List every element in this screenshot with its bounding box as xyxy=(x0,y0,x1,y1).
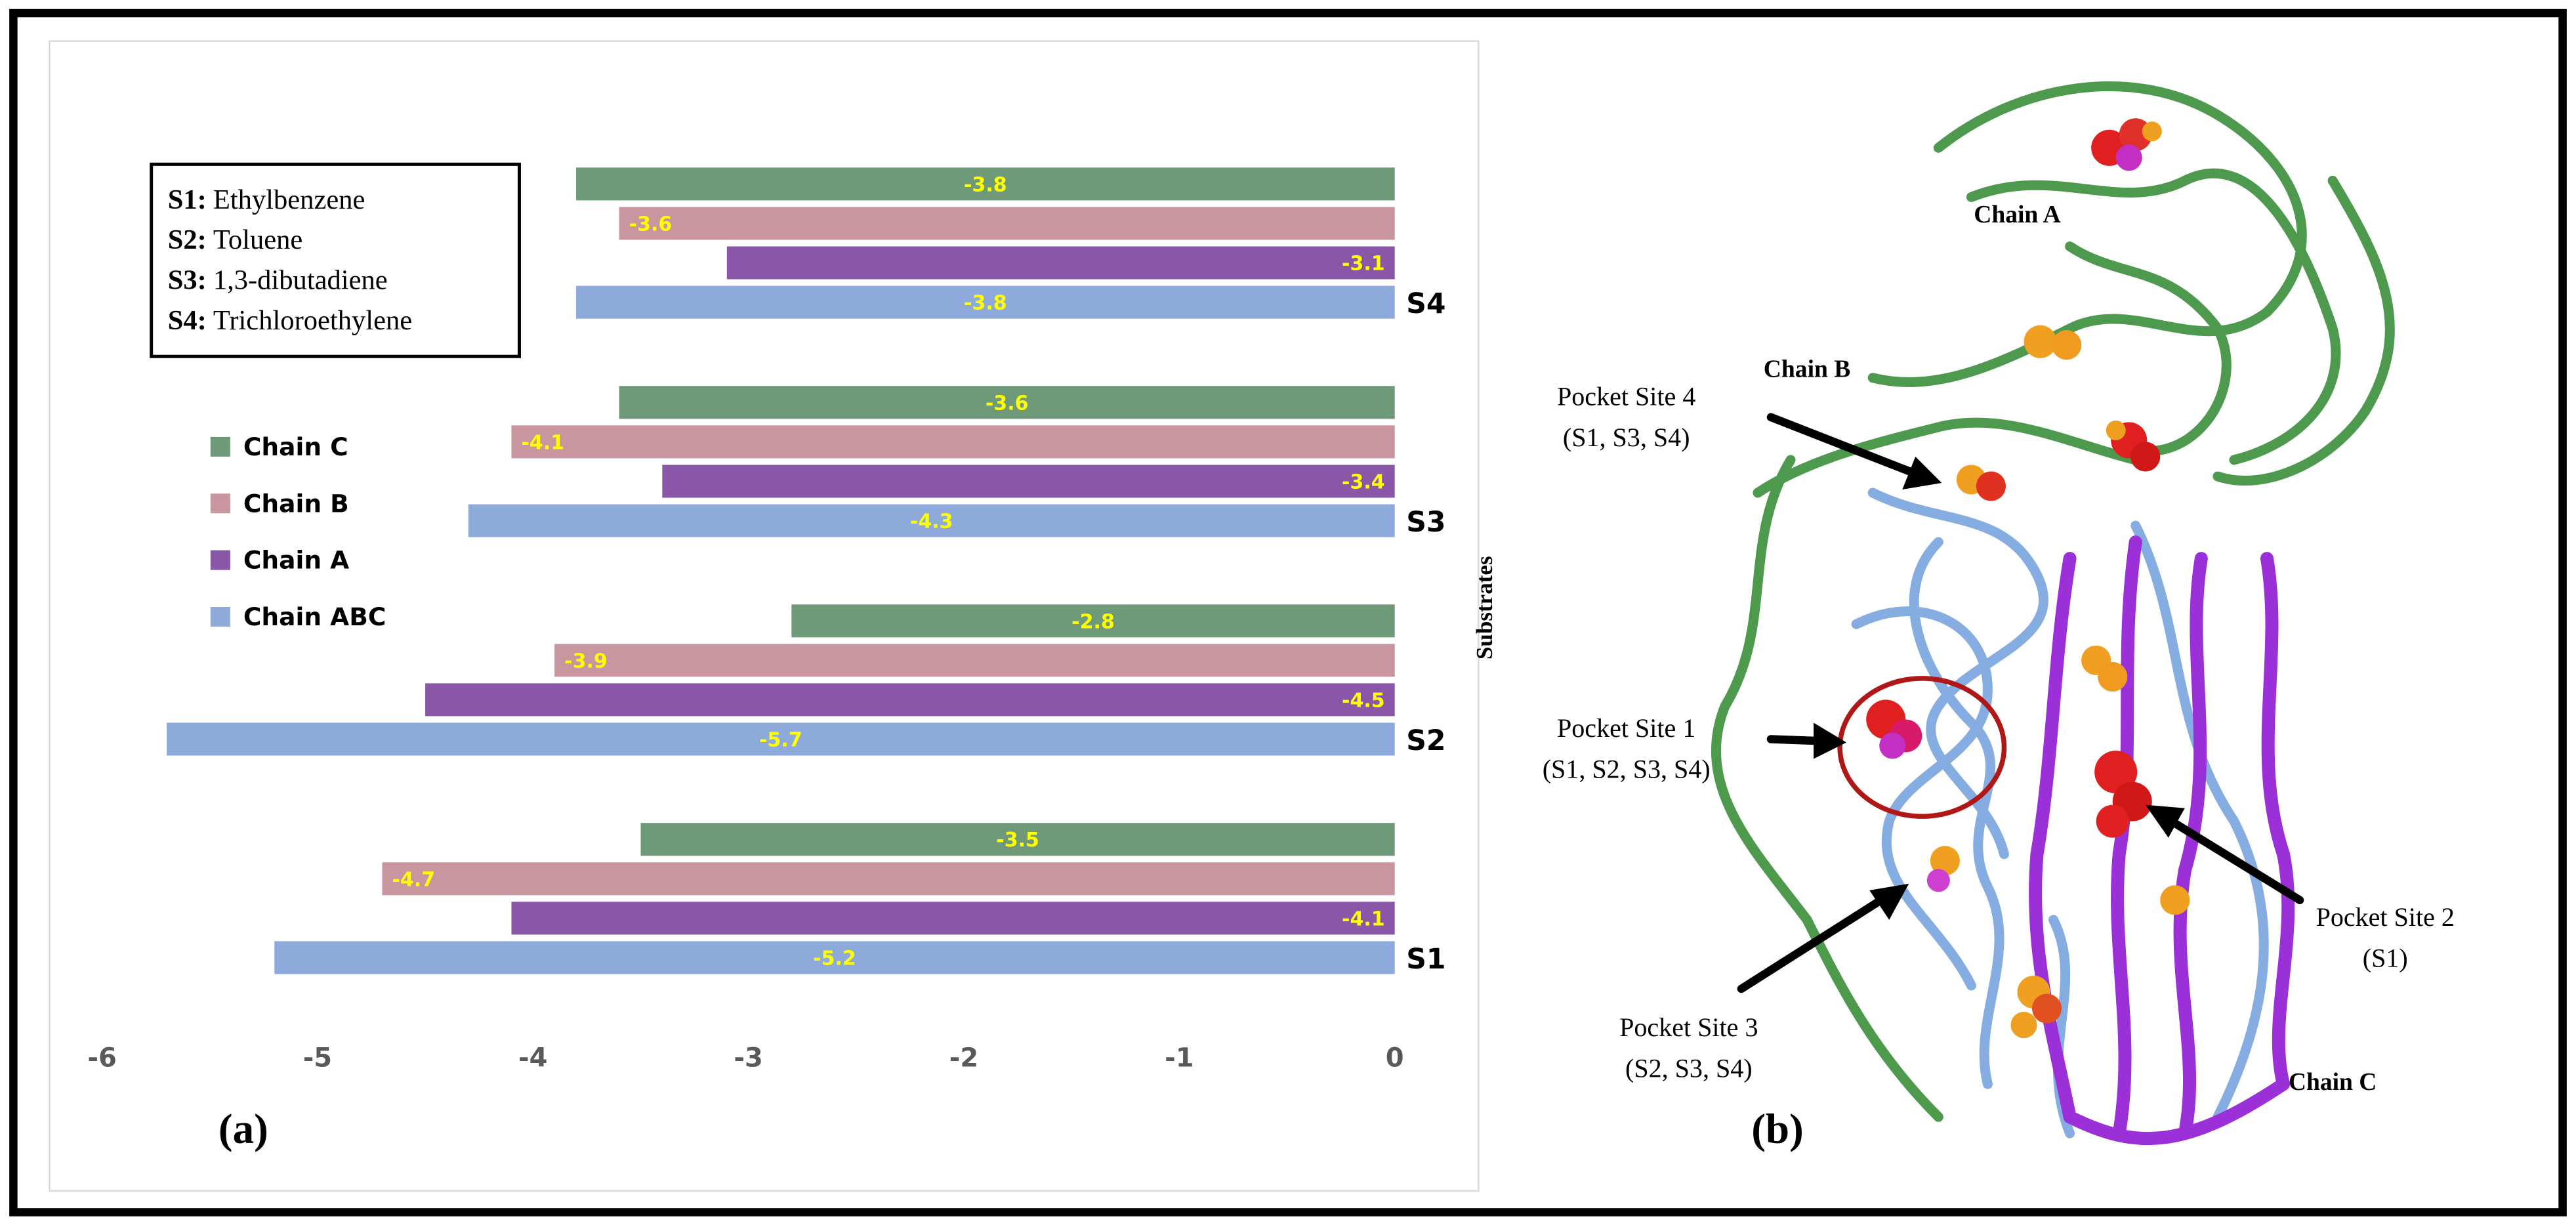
bar-chart: -6 -5 -4 -3 -2 -1 0 -5.2 -4.1 -4.7 -3.5 S1 -5.7 -4.5 -… xyxy=(87,167,1445,1073)
legend-swatch xyxy=(210,493,230,514)
value-label: -3.9 xyxy=(564,650,608,673)
bar xyxy=(662,465,1395,498)
bar xyxy=(425,683,1395,717)
protein-illustration xyxy=(1711,81,2395,1146)
bar xyxy=(791,604,1395,638)
value-label: -4.1 xyxy=(521,431,564,454)
pocket-name: Pocket Site 4 xyxy=(1557,382,1695,411)
legend: Chain ABC Chain A Chain B Chain C xyxy=(210,432,386,631)
pocket-substrates: (S1, S3, S4) xyxy=(1563,423,1690,452)
substrate-key-box xyxy=(150,162,521,358)
key-code: S4: xyxy=(168,305,207,336)
x-tick-label: -6 xyxy=(87,1043,117,1073)
value-label: -4.7 xyxy=(392,868,435,891)
bar xyxy=(554,644,1395,677)
category-label: S3 xyxy=(1406,507,1445,539)
chain-label: Chain A xyxy=(1974,201,2061,228)
bar xyxy=(468,504,1395,537)
bar xyxy=(619,386,1395,419)
x-tick-label: -1 xyxy=(1165,1043,1194,1073)
legend-swatch xyxy=(210,550,230,570)
key-entry: S1: Ethylbenzene xyxy=(168,184,365,215)
value-label: -4.5 xyxy=(1342,689,1385,712)
legend-label: Chain A xyxy=(243,546,349,575)
value-label: -3.5 xyxy=(996,829,1039,852)
pocket-name: Pocket Site 2 xyxy=(2316,902,2455,932)
pocket-substrates: (S1) xyxy=(2363,944,2408,973)
bar xyxy=(511,902,1395,935)
value-label: -3.1 xyxy=(1342,253,1385,276)
key-name: Toluene xyxy=(213,224,302,255)
value-label: -3.8 xyxy=(964,292,1007,315)
value-label: -3.6 xyxy=(629,213,673,236)
value-label: -2.8 xyxy=(1071,610,1115,633)
key-code: S2: xyxy=(168,224,207,255)
key-entry: S2: Toluene xyxy=(168,224,303,255)
bar xyxy=(274,941,1395,974)
legend-label: Chain C xyxy=(243,432,348,461)
pocket-name: Pocket Site 3 xyxy=(1619,1012,1758,1042)
key-entry: S4: Trichloroethylene xyxy=(168,305,412,336)
panel-b-labels: Chain A Chain B Chain C Pocket Site 4 (S1, S… xyxy=(1543,201,2455,1153)
outer-border xyxy=(9,9,2567,1217)
key-code: S3: xyxy=(168,264,207,295)
key-name: Ethylbenzene xyxy=(213,184,365,215)
chain-label: Chain C xyxy=(2289,1069,2377,1096)
x-tick-label: -2 xyxy=(949,1043,979,1073)
legend-swatch xyxy=(210,436,230,457)
category-label: S2 xyxy=(1406,725,1445,757)
y-axis-label: Substrates xyxy=(1472,556,1497,659)
panel-label: (a) xyxy=(218,1106,268,1153)
key-name: 1,3-dibutadiene xyxy=(213,264,388,295)
value-label: -4.3 xyxy=(910,510,953,533)
legend-label: Chain B xyxy=(243,489,349,518)
value-label: -4.1 xyxy=(1342,907,1385,930)
value-label: -5.7 xyxy=(759,729,802,752)
x-tick-label: 0 xyxy=(1386,1043,1404,1073)
key-name: Trichloroethylene xyxy=(213,305,412,336)
chart-frame xyxy=(49,40,1480,1192)
value-label: -3.8 xyxy=(964,173,1007,196)
x-tick-label: -3 xyxy=(734,1043,763,1073)
bar xyxy=(575,167,1395,201)
bar xyxy=(511,425,1395,459)
legend-swatch xyxy=(210,606,230,627)
bar xyxy=(640,823,1395,856)
panel-label: (b) xyxy=(1751,1106,1804,1153)
x-tick-label: -5 xyxy=(303,1043,332,1073)
bar xyxy=(382,862,1395,896)
value-label: -3.4 xyxy=(1342,470,1385,493)
category-label: S4 xyxy=(1406,288,1445,320)
pocket-substrates: (S2, S3, S4) xyxy=(1625,1053,1753,1083)
bar xyxy=(575,285,1395,319)
value-label: -3.6 xyxy=(986,392,1029,415)
x-tick-label: -4 xyxy=(518,1043,548,1073)
bar xyxy=(167,722,1395,756)
bar xyxy=(726,246,1395,280)
legend-label: Chain ABC xyxy=(243,602,386,631)
key-entry: S3: 1,3-dibutadiene xyxy=(168,264,388,295)
pocket-substrates: (S1, S2, S3, S4) xyxy=(1543,755,1711,784)
bar xyxy=(619,207,1395,240)
value-label: -5.2 xyxy=(813,947,856,970)
chain-label: Chain B xyxy=(1764,356,1851,383)
pocket-name: Pocket Site 1 xyxy=(1557,713,1695,743)
key-code: S1: xyxy=(168,184,207,215)
category-label: S1 xyxy=(1406,944,1445,976)
